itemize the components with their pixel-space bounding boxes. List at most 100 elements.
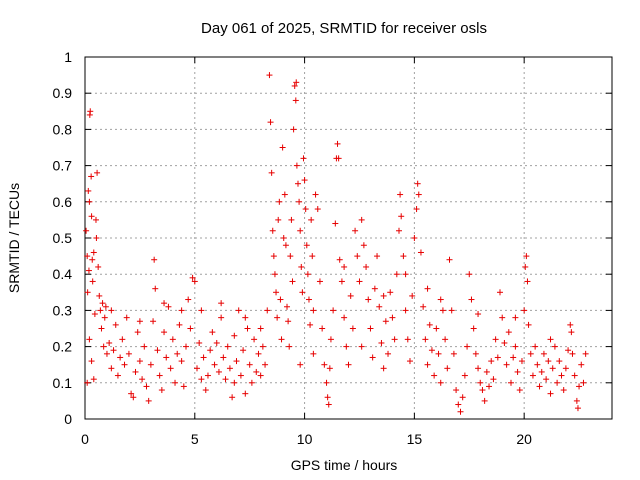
data-point [409, 292, 416, 299]
data-point [123, 314, 130, 321]
data-point [191, 278, 198, 285]
data-point [310, 350, 317, 357]
data-point [215, 368, 222, 375]
data-point [486, 383, 493, 390]
plot-frame [84, 56, 613, 420]
data-point [276, 198, 283, 205]
data-point [437, 379, 444, 386]
data-point [554, 379, 561, 386]
data-point [125, 350, 132, 357]
data-point [95, 263, 102, 270]
data-point [187, 325, 194, 332]
data-point [96, 292, 103, 299]
data-point [242, 314, 249, 321]
data-point [385, 350, 392, 357]
y-tick-label: 0.8 [53, 121, 73, 137]
data-point [237, 372, 244, 379]
data-point [211, 361, 218, 368]
data-point [198, 376, 205, 383]
data-point [169, 336, 176, 343]
data-point [244, 325, 251, 332]
data-point [324, 394, 331, 401]
y-tick-label: 0.6 [53, 194, 73, 210]
data-point [464, 343, 471, 350]
data-point [242, 390, 249, 397]
data-point [332, 220, 339, 227]
data-point [248, 379, 255, 386]
data-point [112, 321, 119, 328]
data-point [226, 365, 233, 372]
data-point [90, 249, 97, 256]
data-point [428, 347, 435, 354]
data-point [108, 365, 115, 372]
data-point [411, 235, 418, 241]
data-point [293, 162, 300, 169]
data-point [435, 350, 442, 357]
data-point [280, 235, 287, 241]
data-point [84, 379, 91, 386]
data-point [152, 285, 159, 292]
data-point [100, 343, 107, 350]
data-point [529, 372, 536, 379]
data-point [417, 249, 424, 256]
chart-title: Day 061 of 2025, SRMTID for receiver osl… [201, 20, 487, 37]
data-point [538, 368, 545, 375]
data-point [273, 289, 280, 296]
data-point [426, 321, 433, 328]
data-point [278, 336, 285, 343]
data-point [499, 314, 506, 321]
data-point [257, 325, 264, 332]
data-point [101, 314, 108, 321]
data-point [578, 361, 585, 368]
data-point [562, 365, 569, 372]
data-point [202, 387, 209, 394]
data-point [414, 180, 421, 187]
data-point [549, 365, 556, 372]
data-point [84, 289, 91, 296]
data-point [516, 387, 523, 394]
data-point [367, 325, 374, 332]
data-point [470, 325, 477, 332]
data-point [267, 119, 274, 126]
data-point [231, 379, 238, 386]
data-point [289, 278, 296, 285]
data-point [274, 314, 281, 321]
data-point [358, 343, 365, 350]
data-point [475, 365, 482, 372]
data-point [532, 343, 539, 350]
data-point [321, 361, 328, 368]
data-point [387, 289, 394, 296]
data-point [547, 336, 554, 343]
data-point [218, 314, 225, 321]
data-point [326, 365, 333, 372]
data-point [183, 343, 190, 350]
data-point [507, 379, 514, 386]
data-point [327, 336, 334, 343]
data-point [91, 311, 98, 318]
y-tick-label: 1 [64, 49, 72, 65]
data-point [266, 72, 273, 79]
data-point [525, 321, 532, 328]
data-point [477, 379, 484, 386]
data-point [534, 361, 541, 368]
data-point [319, 325, 326, 332]
data-point [422, 336, 429, 343]
data-point [316, 278, 323, 285]
data-point [300, 155, 307, 162]
data-point [145, 397, 152, 404]
y-axis-label: SRMTID / TECUs [6, 183, 22, 293]
data-point [103, 350, 110, 357]
data-point [151, 256, 158, 263]
data-point [547, 390, 554, 397]
data-point [85, 187, 92, 194]
data-point [83, 227, 90, 234]
x-axis-label: GPS time / hours [291, 457, 398, 473]
data-point [88, 213, 95, 220]
data-point [310, 307, 317, 314]
data-point [93, 235, 100, 241]
data-point [293, 79, 300, 86]
data-point [479, 387, 486, 394]
data-point [275, 216, 282, 223]
data-point [304, 271, 311, 278]
data-point [335, 155, 342, 162]
